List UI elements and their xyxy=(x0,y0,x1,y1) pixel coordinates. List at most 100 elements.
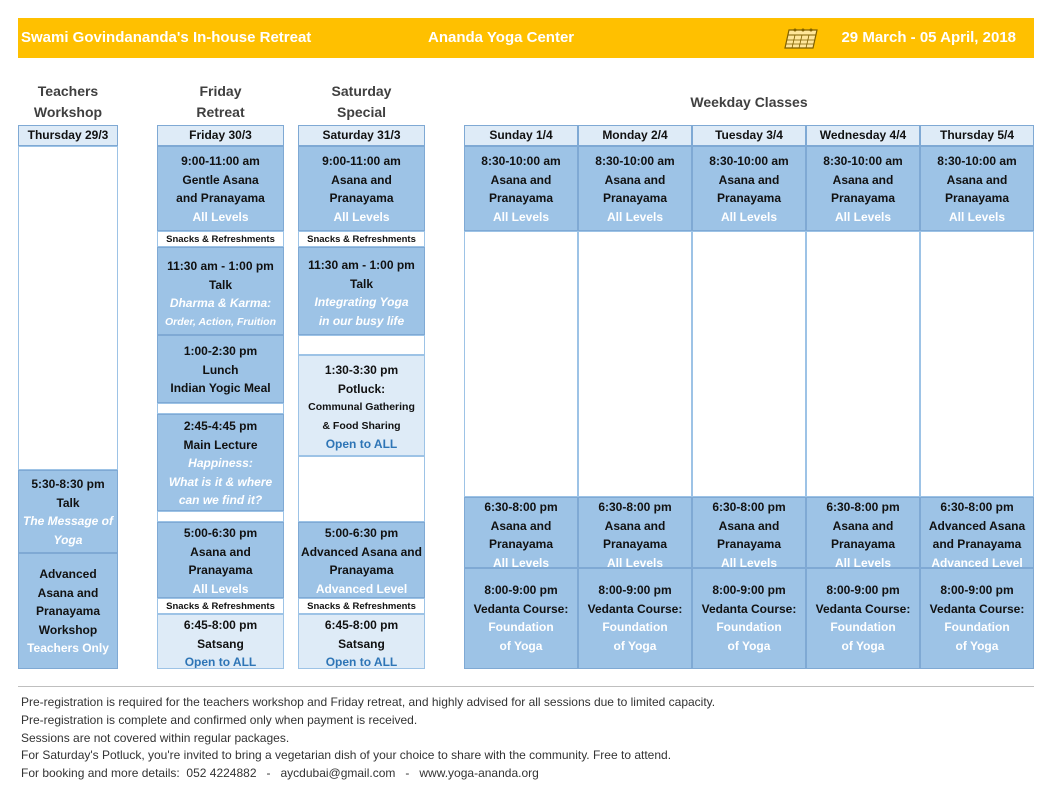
session-level: All Levels xyxy=(192,581,249,596)
weekday-evening-session: 6:30-8:00 pm Asana and Pranayama All Lev… xyxy=(464,497,578,568)
empty-slot xyxy=(806,231,920,497)
session-time: 6:30-8:00 pm xyxy=(940,500,1014,514)
note-line: For Saturday's Potluck, you're invited t… xyxy=(21,748,672,763)
session-level: All Levels xyxy=(834,555,892,568)
session-time: 6:30-8:00 pm xyxy=(826,500,900,514)
weekday-morning-session: 8:30-10:00 am Asana and Pranayama All Le… xyxy=(692,146,806,231)
session-audience: Open to ALL xyxy=(325,655,398,669)
session-title: and Pranayama xyxy=(176,191,265,205)
footer-notes: Pre-registration is required for the tea… xyxy=(21,694,715,783)
empty-slot xyxy=(920,231,1034,497)
session-title: Pranayama xyxy=(488,191,554,205)
session-level: All Levels xyxy=(834,209,892,224)
session-level: Advanced Level xyxy=(931,555,1023,568)
date-thursday-29: Thursday 29/3 xyxy=(18,125,118,146)
session-subtitle: Communal Gathering xyxy=(308,401,415,413)
session-title: Advanced Asana and xyxy=(301,544,422,559)
session-audience: Teachers Only xyxy=(27,641,109,655)
date-tuesday-3: Tuesday 3/4 xyxy=(692,125,806,146)
retreat-title: Swami Govindananda's In-house Retreat xyxy=(21,29,312,46)
session-title: Asana and xyxy=(946,172,1008,187)
session-subtitle: & Food Sharing xyxy=(322,419,401,432)
session-time: 8:30-10:00 am xyxy=(595,154,675,168)
session-title: Potluck: xyxy=(337,381,386,396)
weekday-evening-session: 6:30-8:00 pm Asana and Pranayama All Lev… xyxy=(578,497,692,568)
heading-line: Retreat xyxy=(196,104,245,120)
saturday-talk-session: 11:30 am - 1:00 pm Talk Integrating Yoga… xyxy=(298,247,425,335)
session-title: Lunch xyxy=(202,362,239,377)
note-line: Pre-registration is required for the tea… xyxy=(21,695,716,709)
date-range: 29 March - 05 April, 2018 xyxy=(841,29,1016,46)
session-time: 9:00-11:00 am xyxy=(322,154,401,168)
session-subtitle: Foundation xyxy=(488,620,554,634)
snacks-break: Snacks & Refreshments xyxy=(298,231,425,247)
session-time: 1:30-3:30 pm xyxy=(324,363,399,377)
session-subtitle: of Yoga xyxy=(499,638,543,653)
thursday-workshop-session: Advanced Asana and Pranayama Workshop Te… xyxy=(18,553,118,669)
session-title: Talk xyxy=(208,277,233,292)
session-title: Asana and xyxy=(604,172,666,187)
session-title: Pranayama xyxy=(329,563,394,577)
heading-line: Friday xyxy=(199,83,242,99)
session-time: 11:30 am - 1:00 pm xyxy=(167,259,274,273)
session-title: Asana and xyxy=(490,518,552,533)
empty-slot xyxy=(298,335,425,355)
session-level: All Levels xyxy=(492,209,550,224)
session-subtitle: in our busy life xyxy=(318,313,405,328)
session-title: Main Lecture xyxy=(183,437,258,452)
session-subtitle: Yoga xyxy=(53,532,83,547)
session-title: Advanced xyxy=(39,567,97,581)
saturday-special-heading: Saturday Special xyxy=(298,81,425,123)
header-banner: Swami Govindananda's In-house Retreat An… xyxy=(18,18,1034,58)
session-level: All Levels xyxy=(606,209,664,224)
center-name: Ananda Yoga Center xyxy=(428,29,575,46)
session-title: Vedanta Course: xyxy=(587,601,683,616)
session-time: 9:00-11:00 am xyxy=(181,154,260,168)
weekday-vedanta-session: 8:00-9:00 pm Vedanta Course: Foundation … xyxy=(920,568,1034,669)
session-time: 8:30-10:00 am xyxy=(481,154,561,168)
friday-lunch-session: 1:00-2:30 pm Lunch Indian Yogic Meal xyxy=(157,335,284,403)
session-title: Indian Yogic Meal xyxy=(170,381,271,395)
snacks-break: Snacks & Refreshments xyxy=(157,598,284,614)
empty-slot xyxy=(157,511,284,522)
teachers-workshop-heading: Teachers Workshop xyxy=(18,81,118,123)
session-subtitle: Foundation xyxy=(830,620,896,634)
weekday-vedanta-session: 8:00-9:00 pm Vedanta Course: Foundation … xyxy=(692,568,806,669)
session-title: Talk xyxy=(349,276,374,291)
session-time: 6:30-8:00 pm xyxy=(484,500,558,514)
session-title: Asana and xyxy=(490,172,552,187)
session-time: 5:00-6:30 pm xyxy=(183,526,258,540)
session-subtitle: Happiness: xyxy=(188,456,253,470)
friday-asana-session: 9:00-11:00 am Gentle Asana and Pranayama… xyxy=(157,146,284,231)
session-subtitle: can we find it? xyxy=(178,493,263,507)
session-title: Asana and xyxy=(37,585,99,600)
session-title: Pranayama xyxy=(602,537,668,551)
session-level: Advanced Level xyxy=(315,581,408,596)
session-title: Pranayama xyxy=(830,191,896,205)
empty-slot xyxy=(157,403,284,414)
session-subtitle: Integrating Yoga xyxy=(314,295,409,309)
empty-slot xyxy=(18,146,118,470)
saturday-satsang-session: 6:45-8:00 pm Satsang Open to ALL xyxy=(298,614,425,669)
session-time: 6:45-8:00 pm xyxy=(183,618,258,632)
session-time: 11:30 am - 1:00 pm xyxy=(308,258,415,272)
heading-line: Special xyxy=(336,104,387,120)
session-time: 8:30-10:00 am xyxy=(937,154,1017,168)
session-title: Vedanta Course: xyxy=(473,601,569,616)
session-level: All Levels xyxy=(948,209,1006,224)
session-subtitle: What is it & where xyxy=(168,474,273,489)
session-subtitle: of Yoga xyxy=(955,638,999,653)
session-subtitle: Foundation xyxy=(602,620,668,634)
session-time: 8:00-9:00 pm xyxy=(598,583,672,597)
session-title: Vedanta Course: xyxy=(929,601,1025,616)
session-title: Pranayama xyxy=(188,563,253,577)
heading-line: Teachers xyxy=(37,83,99,99)
session-title: Asana and xyxy=(331,172,392,187)
weekday-morning-session: 8:30-10:00 am Asana and Pranayama All Le… xyxy=(464,146,578,231)
session-level: All Levels xyxy=(333,209,390,224)
session-title: Pranayama xyxy=(830,537,896,551)
contact-line: For booking and more details: 052 422488… xyxy=(21,766,539,781)
session-time: 8:30-10:00 am xyxy=(823,154,903,168)
session-title: Asana and xyxy=(190,544,251,559)
session-subtitle: of Yoga xyxy=(841,638,885,653)
